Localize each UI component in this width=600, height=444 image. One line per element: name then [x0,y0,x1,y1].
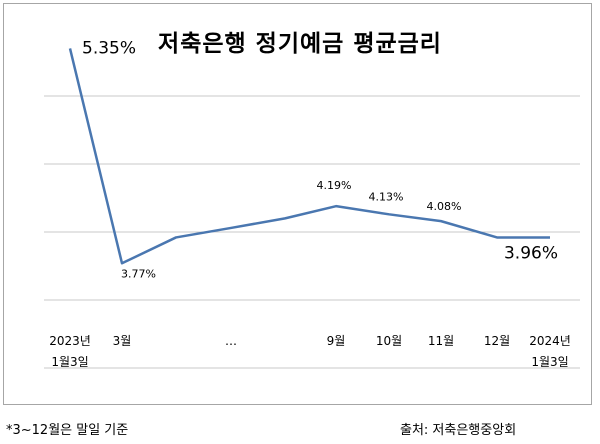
x-tick-label: … [225,334,237,348]
source-label: 출처: 저축은행중앙회 [400,423,517,438]
series-line [68,48,550,265]
data-label: 4.19% [317,179,352,192]
footnote: *3~12월은 말일 기준 [6,423,129,438]
data-label: 5.35% [82,38,136,58]
x-tick-label: 12월 [484,334,510,348]
data-label: 3.77% [121,267,156,280]
x-tick-label: 9월 [327,334,346,348]
x-tick-label: 2023년 1월3일 [49,334,91,369]
chart-title: 저축은행 정기예금 평균금리 [158,31,442,57]
x-tick-label: 3월 [113,334,132,348]
x-tick-label: 2024년 1월3일 [529,334,571,369]
chart-frame [3,3,592,405]
x-tick-label: 10월 [376,334,402,348]
x-tick-label: 11월 [428,334,454,348]
data-label: 4.13% [369,190,404,203]
data-label: 4.08% [427,200,462,213]
data-label: 3.96% [504,243,558,263]
